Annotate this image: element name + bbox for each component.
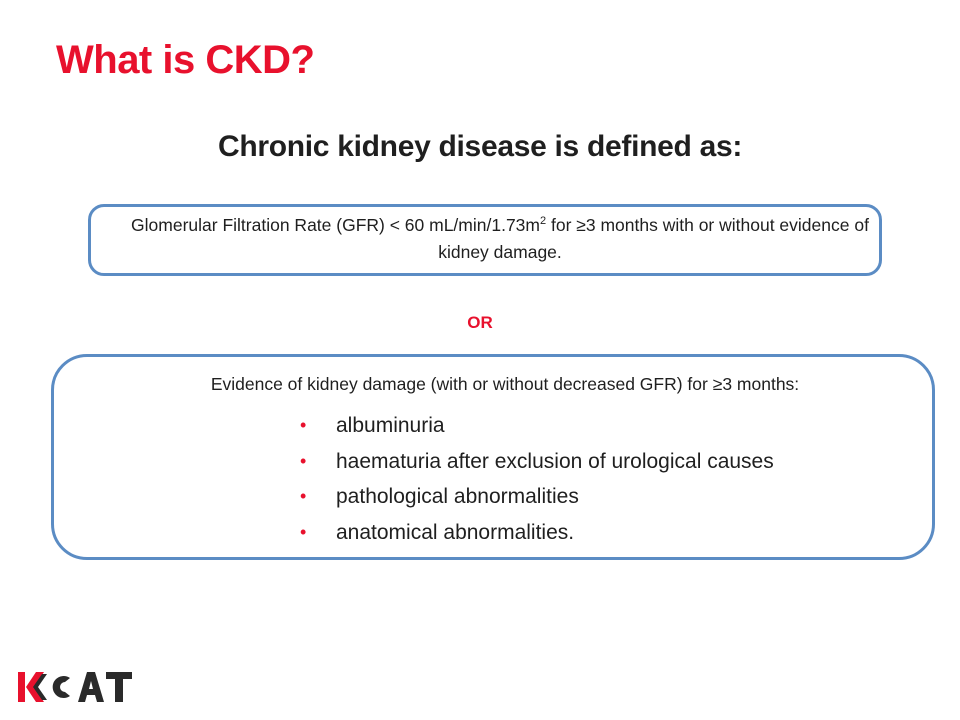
- kcat-logo-icon: [18, 672, 132, 702]
- list-item: • albuminuria: [300, 408, 774, 444]
- page-title: What is CKD?: [56, 38, 315, 82]
- kcat-logo: [18, 670, 134, 704]
- kidney-damage-criterion-box: [51, 354, 935, 560]
- kidney-damage-heading: Evidence of kidney damage (with or witho…: [210, 374, 800, 394]
- list-item: • pathological abnormalities: [300, 479, 774, 515]
- list-item-text: albuminuria: [336, 414, 445, 437]
- gfr-criterion-text-main: Glomerular Filtration Rate (GFR) < 60 mL…: [131, 215, 540, 235]
- kidney-damage-list: • albuminuria • haematuria after exclusion…: [300, 408, 774, 550]
- list-item: • haematuria after exclusion of urologica…: [300, 444, 774, 480]
- bullet-icon: •: [300, 521, 307, 542]
- gfr-criterion-text: Glomerular Filtration Rate (GFR) < 60 mL…: [120, 212, 880, 266]
- gfr-criterion-text-rest: for ≥3 months with or without evidence o…: [438, 215, 869, 262]
- list-item-text: anatomical abnormalities.: [336, 520, 575, 544]
- list-item-text: haematuria after exclusion of urological…: [336, 449, 774, 473]
- gfr-criterion-box: [88, 204, 882, 276]
- bullet-icon: •: [300, 415, 307, 435]
- bullet-icon: •: [300, 450, 307, 471]
- bullet-icon: •: [300, 486, 307, 506]
- list-item: • anatomical abnormalities.: [300, 515, 774, 551]
- slide-subtitle: Chronic kidney disease is defined as:: [217, 130, 743, 163]
- list-item-text: pathological abnormalities: [336, 485, 579, 508]
- or-separator: OR: [467, 313, 493, 332]
- gfr-criterion-superscript: 2: [540, 215, 547, 228]
